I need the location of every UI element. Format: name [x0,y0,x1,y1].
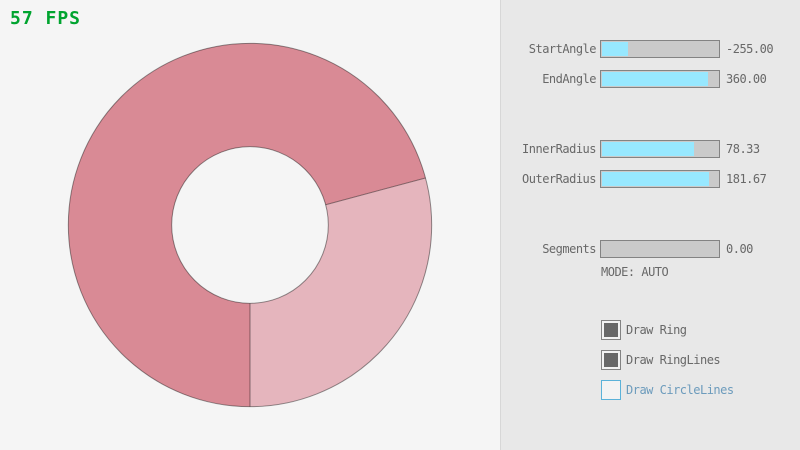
fps-counter: 57 FPS [10,8,82,29]
checkbox-label-draw-circlelines: Draw CircleLines [626,383,734,397]
slider-label-end-angle: EndAngle [542,72,596,86]
slider-row-inner-radius: InnerRadius 78.33 [501,140,800,158]
slider-value-start-angle: -255.00 [726,42,774,56]
ring-inner-line [171,146,329,304]
checkbox-draw-ringlines[interactable]: Draw RingLines [501,350,800,370]
slider-row-outer-radius: OuterRadius 181.67 [501,170,800,188]
ring-segment-overlap-double-alpha [68,43,426,407]
slider-value-end-angle: 360.00 [726,72,767,86]
checkbox-draw-circlelines[interactable]: Draw CircleLines [501,380,800,400]
slider-label-inner-radius: InnerRadius [522,142,596,156]
segments-mode-label: MODE: AUTO [601,265,669,279]
checkbox-draw-ring[interactable]: Draw Ring [501,320,800,340]
slider-fill-outer-radius [602,172,710,186]
slider-inner-radius[interactable] [600,140,720,158]
checkbox-label-draw-ring: Draw Ring [626,323,687,337]
slider-fill-start-angle [602,42,628,56]
slider-row-segments: Segments 0.00 [501,240,800,258]
ring-chart [67,42,433,408]
slider-value-inner-radius: 78.33 [726,142,760,156]
slider-label-segments: Segments [542,242,596,256]
slider-start-angle[interactable] [600,40,720,58]
slider-row-end-angle: EndAngle 360.00 [501,70,800,88]
slider-fill-inner-radius [602,142,695,156]
slider-value-segments: 0.00 [726,242,753,256]
slider-row-start-angle: StartAngle -255.00 [501,40,800,58]
control-panel: StartAngle -255.00 EndAngle 360.00 Inner… [500,0,800,450]
slider-segments[interactable] [600,240,720,258]
ring-cap-line [325,177,426,206]
slider-label-outer-radius: OuterRadius [522,172,596,186]
slider-outer-radius[interactable] [600,170,720,188]
ring-outer-line [67,42,433,408]
checkbox-box-draw-ring[interactable] [601,320,621,340]
checkbox-label-draw-ringlines: Draw RingLines [626,353,721,367]
ring-segment-single-alpha [250,177,432,407]
slider-value-outer-radius: 181.67 [726,172,767,186]
checkbox-box-draw-circlelines[interactable] [601,380,621,400]
slider-fill-end-angle [602,72,709,86]
checkbox-box-draw-ringlines[interactable] [601,350,621,370]
slider-label-start-angle: StartAngle [528,42,597,56]
slider-end-angle[interactable] [600,70,720,88]
